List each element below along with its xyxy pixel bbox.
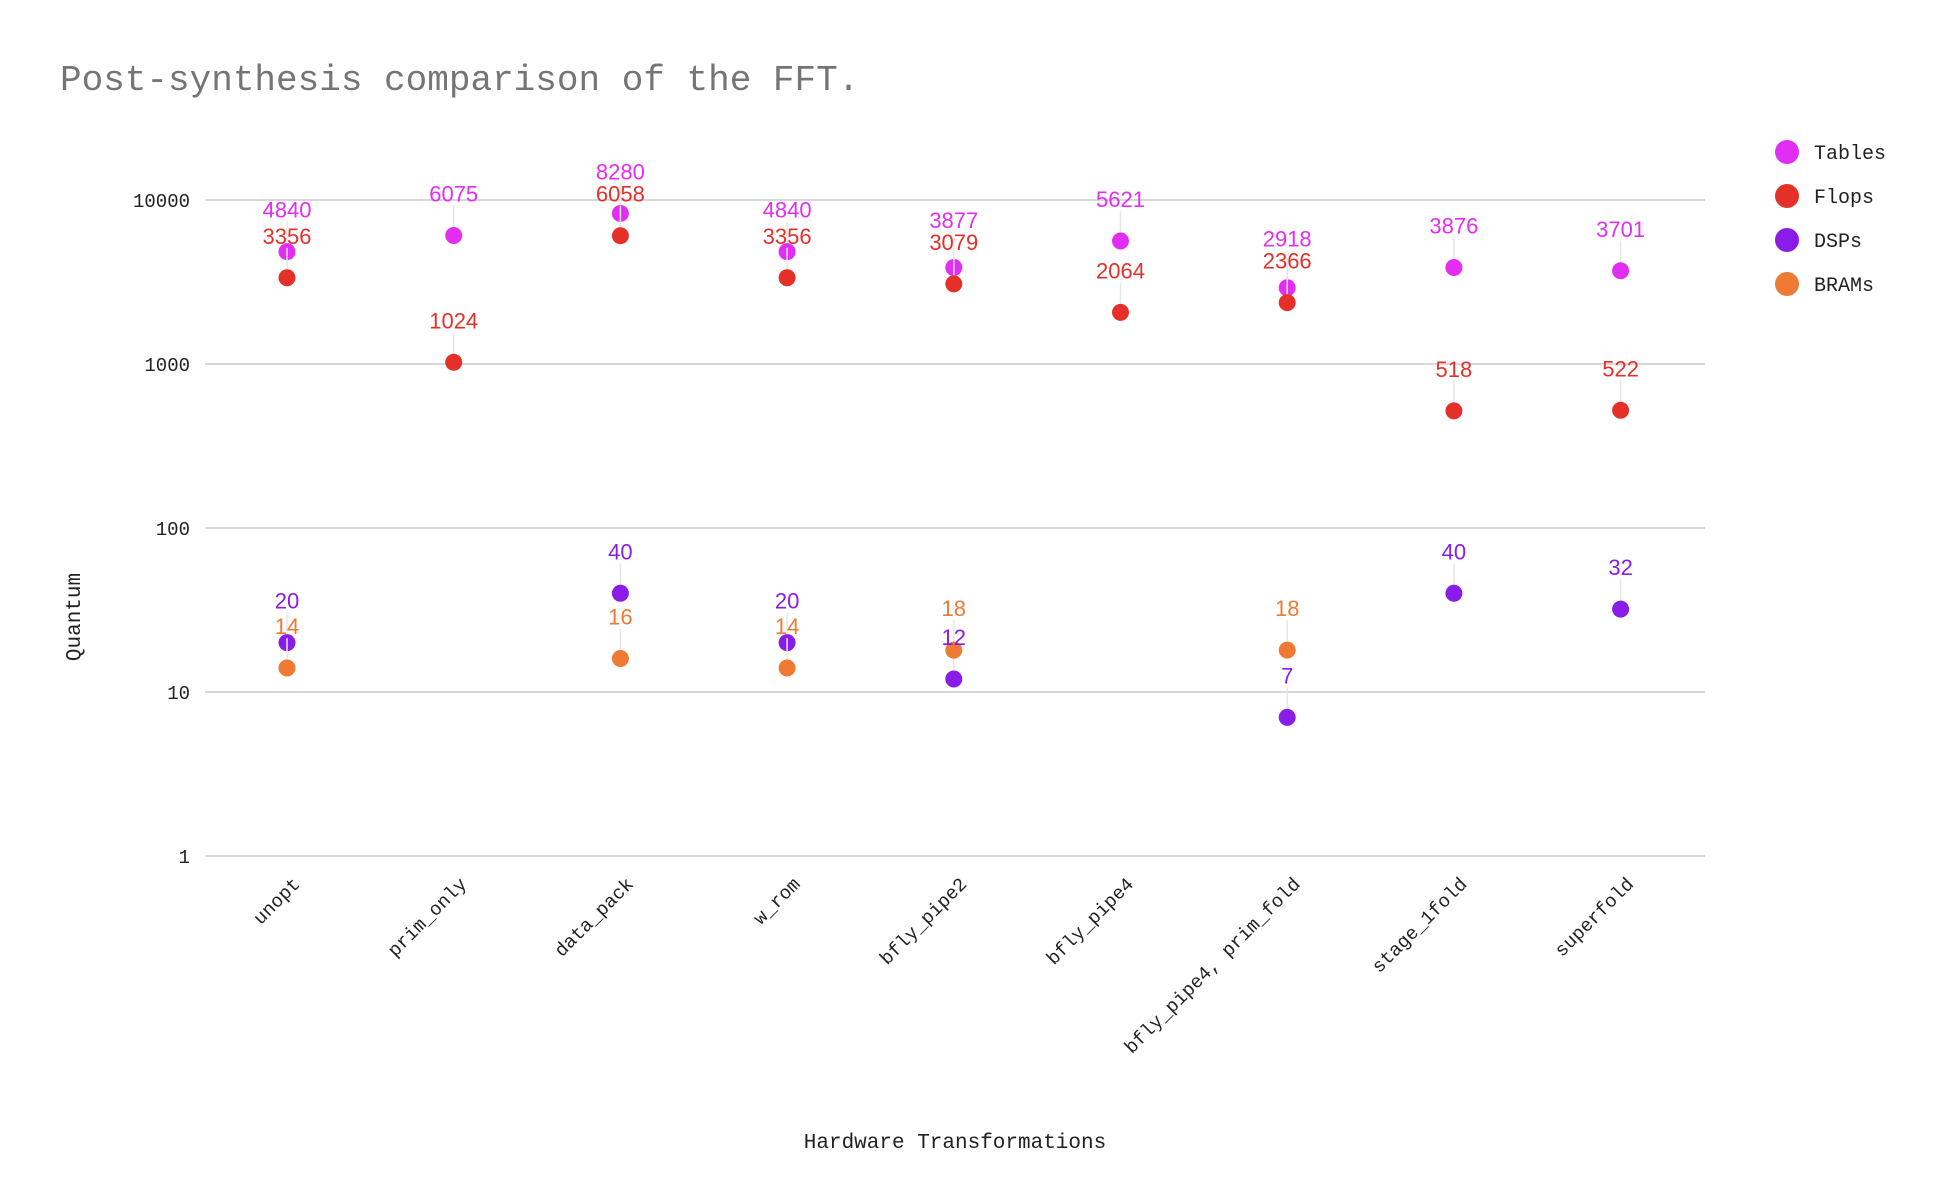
- data-label-tables: 3877: [929, 208, 978, 233]
- data-label-brams: 18: [1275, 596, 1299, 621]
- data-label-flops: 3356: [263, 224, 312, 249]
- point-tables-7: [1445, 259, 1463, 277]
- legend-label-tables: Tables: [1814, 143, 1886, 166]
- y-axis-title: Quantum: [64, 573, 87, 661]
- x-axis-ticks: unopt prim_only data_pack w_rom bfly_pipe2 bf…: [249, 874, 1638, 1059]
- data-label-dsps: 12: [942, 625, 966, 650]
- data-label-flops: 1024: [429, 308, 478, 333]
- legend-swatch-tables: [1775, 140, 1799, 164]
- point-brams-4: [945, 641, 963, 659]
- x-tick-label: stage_1fold: [1368, 874, 1472, 978]
- data-label-dsps: 32: [1608, 555, 1632, 580]
- point-flops-8: [1612, 401, 1630, 419]
- data-label-dsps: 20: [775, 589, 799, 614]
- point-flops-0: [278, 269, 296, 287]
- legend: Tables Flops DSPs BRAMs: [1775, 140, 1886, 298]
- data-label-dsps: 7: [1281, 663, 1293, 688]
- point-flops-2: [611, 227, 629, 245]
- data-label-flops: 3356: [763, 224, 812, 249]
- data-label-flops: 522: [1602, 356, 1639, 381]
- data-label-tables: 6075: [429, 181, 478, 206]
- x-tick-label: prim_only: [384, 874, 472, 962]
- point-tables-1: [445, 226, 463, 244]
- x-tick-label: data_pack: [551, 874, 639, 962]
- point-flops-7: [1445, 402, 1463, 420]
- data-label-tables: 4840: [763, 198, 812, 223]
- x-tick-label: superfold: [1551, 874, 1639, 962]
- data-label-dsps: 40: [1442, 539, 1466, 564]
- data-label-brams: 14: [775, 614, 799, 639]
- x-tick-label: unopt: [249, 874, 305, 930]
- legend-label-brams: BRAMs: [1814, 275, 1874, 298]
- data-label-tables: 4840: [263, 198, 312, 223]
- y-tick-label: 10: [167, 683, 190, 705]
- data-label-brams: 14: [275, 614, 299, 639]
- data-label-brams: 18: [942, 596, 966, 621]
- point-dsps-8: [1612, 600, 1630, 618]
- point-brams-2: [611, 650, 629, 668]
- point-brams-0: [278, 659, 296, 677]
- point-tables-8: [1612, 262, 1630, 280]
- point-dsps-7: [1445, 584, 1463, 602]
- data-label-flops: 2064: [1096, 258, 1145, 283]
- data-label-dsps: 20: [275, 589, 299, 614]
- x-tick-label: bfly_pipe2: [876, 874, 972, 970]
- data-label-flops: 6058: [596, 182, 645, 207]
- point-brams-6: [1278, 641, 1296, 659]
- data-label-flops: 518: [1436, 357, 1473, 382]
- x-tick-label: bfly_pipe4, prim_fold: [1121, 874, 1306, 1059]
- legend-swatch-dsps: [1775, 228, 1799, 252]
- point-tables-5: [1112, 232, 1129, 250]
- point-flops-6: [1278, 294, 1296, 312]
- data-label-tables: 3701: [1596, 217, 1645, 242]
- data-label-tables: 3876: [1429, 214, 1478, 239]
- legend-swatch-flops: [1775, 184, 1799, 208]
- data-label-flops: 3079: [929, 230, 978, 255]
- point-flops-1: [445, 353, 463, 371]
- data-label-tables: 5621: [1096, 187, 1145, 212]
- x-tick-label: bfly_pipe4: [1043, 874, 1139, 970]
- x-axis-title: Hardware Transformations: [804, 1132, 1106, 1155]
- y-tick-label: 1: [179, 847, 190, 869]
- point-brams-3: [778, 659, 796, 677]
- y-tick-label: 1000: [144, 355, 190, 377]
- point-dsps-4: [945, 670, 963, 688]
- data-label-tables: 2918: [1263, 227, 1312, 252]
- grid-lines: [205, 199, 1705, 857]
- data-label-brams: 16: [608, 605, 632, 630]
- data-marks: [278, 183, 1630, 726]
- chart-title: Post-synthesis comparison of the FFT.: [60, 60, 859, 101]
- data-label-tables: 8280: [596, 159, 645, 184]
- data-label-flops: 2366: [1263, 249, 1312, 274]
- point-dsps-6: [1278, 708, 1296, 726]
- legend-label-dsps: DSPs: [1814, 231, 1862, 254]
- point-flops-4: [945, 275, 963, 293]
- point-flops-5: [1112, 303, 1129, 321]
- point-dsps-2: [611, 584, 629, 602]
- data-label-dsps: 40: [608, 539, 632, 564]
- legend-swatch-brams: [1775, 272, 1799, 296]
- y-tick-label: 100: [156, 519, 190, 541]
- y-axis-ticks: 1 10 100 1000 10000: [133, 191, 190, 869]
- point-flops-3: [778, 269, 796, 287]
- legend-label-flops: Flops: [1814, 187, 1874, 210]
- y-tick-label: 10000: [133, 191, 190, 213]
- x-tick-label: w_rom: [749, 874, 805, 930]
- data-labels: 4840 6075 8280 4840 3877 5621 2918 3876 3701 3356…: [263, 159, 1646, 688]
